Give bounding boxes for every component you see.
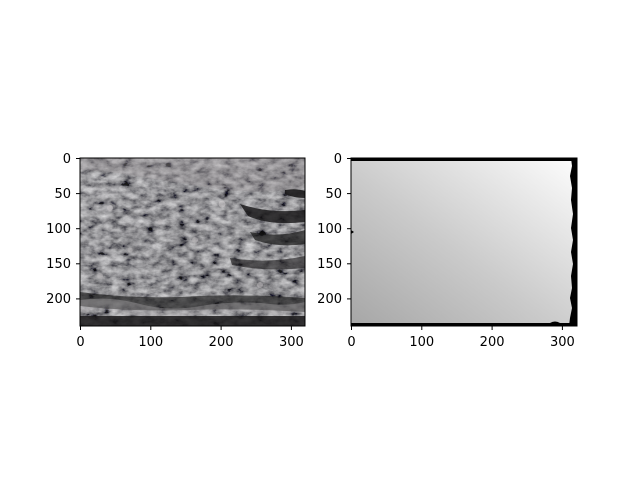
right-y-tick-label: 0 [334, 152, 342, 167]
right-y-ticks [347, 158, 351, 300]
right-panel: 0 100 200 300 0 50 100 150 200 [317, 152, 578, 350]
left-axes-frame [79, 157, 306, 327]
right-x-ticks [351, 326, 563, 330]
left-y-tick-label: 100 [46, 222, 71, 237]
rocky-terrain-photo [80, 158, 305, 326]
left-x-tick-label: 100 [138, 335, 163, 350]
left-x-tick-label: 200 [209, 335, 234, 350]
right-x-tick-label: 200 [480, 335, 505, 350]
right-axes-frame [350, 157, 578, 327]
left-panel: 0 100 200 300 0 50 100 150 200 [46, 152, 306, 350]
right-y-tick-label: 150 [317, 257, 342, 272]
left-x-tick-label: 0 [76, 335, 84, 350]
right-y-tick-label: 100 [317, 222, 342, 237]
right-x-tick-label: 100 [409, 335, 434, 350]
left-y-tick-label: 50 [54, 187, 71, 202]
left-y-tick-label: 150 [46, 257, 71, 272]
right-x-tick-label: 0 [347, 335, 355, 350]
right-x-tick-label: 300 [550, 335, 575, 350]
right-y-tick-label: 50 [325, 187, 342, 202]
left-x-tick-label: 300 [279, 335, 304, 350]
left-y-tick-label: 0 [63, 152, 71, 167]
left-y-ticks [76, 158, 80, 300]
right-y-tick-label: 200 [317, 292, 342, 307]
left-x-ticks [80, 326, 292, 330]
grayscale-depth-map [351, 158, 577, 326]
left-y-tick-label: 200 [46, 292, 71, 307]
